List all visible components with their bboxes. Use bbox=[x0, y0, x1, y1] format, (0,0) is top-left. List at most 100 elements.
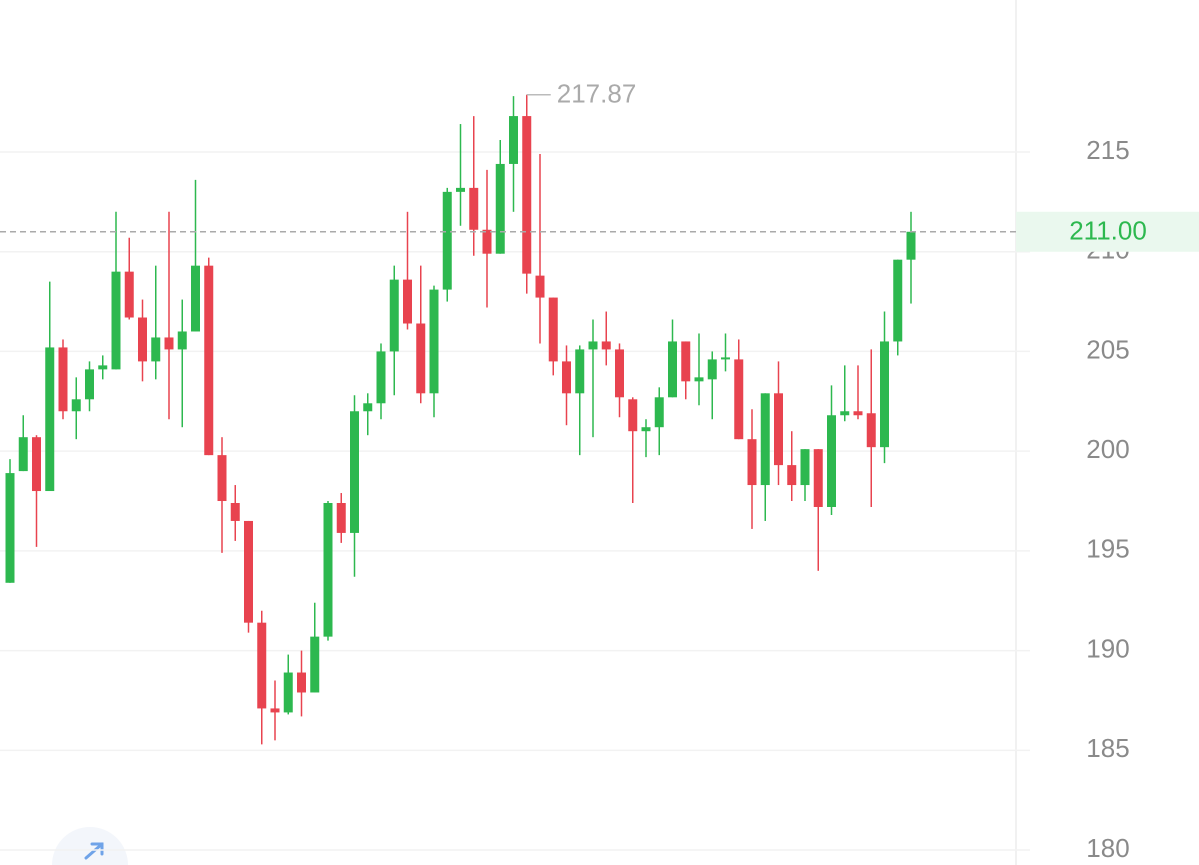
candle bbox=[71, 377, 81, 440]
candle bbox=[469, 116, 479, 256]
candle-body bbox=[681, 341, 691, 382]
candle bbox=[495, 140, 505, 254]
candle bbox=[124, 237, 134, 320]
candle bbox=[535, 153, 545, 344]
candle-body bbox=[71, 399, 81, 412]
candle-body bbox=[164, 337, 174, 350]
candle bbox=[893, 259, 903, 356]
candle bbox=[191, 179, 200, 332]
candle bbox=[601, 311, 611, 366]
candle-body bbox=[734, 359, 744, 440]
candle-body bbox=[456, 187, 465, 192]
candle bbox=[615, 343, 624, 418]
candle-body bbox=[403, 279, 412, 324]
candle-body bbox=[668, 341, 677, 398]
candle-body bbox=[32, 437, 41, 492]
candle-body bbox=[880, 341, 889, 448]
candle-body bbox=[588, 341, 598, 350]
candle-body bbox=[297, 672, 306, 693]
candle bbox=[681, 341, 691, 400]
candle bbox=[283, 654, 293, 715]
candle-body bbox=[389, 279, 399, 352]
candle bbox=[813, 449, 823, 571]
candle-body bbox=[813, 449, 823, 507]
candle bbox=[588, 319, 598, 438]
candle bbox=[734, 339, 744, 440]
candle bbox=[853, 365, 863, 420]
candle-body bbox=[336, 503, 346, 533]
max-label: 217.87 bbox=[557, 79, 637, 109]
candle-body bbox=[495, 163, 505, 254]
candle bbox=[18, 415, 28, 472]
candle-body bbox=[721, 357, 730, 360]
y-tick-label: 180 bbox=[1086, 833, 1129, 863]
candle bbox=[336, 493, 346, 543]
candle bbox=[204, 257, 214, 456]
candle bbox=[707, 351, 717, 420]
candle bbox=[774, 361, 783, 486]
candle bbox=[244, 520, 253, 633]
candle-body bbox=[323, 503, 333, 637]
candle bbox=[270, 680, 280, 741]
y-tick-label: 200 bbox=[1086, 434, 1129, 464]
candle bbox=[840, 365, 850, 422]
candle-body bbox=[827, 415, 836, 507]
candle bbox=[138, 299, 147, 382]
candle-body bbox=[641, 427, 651, 432]
candle-body bbox=[376, 351, 386, 404]
candle bbox=[456, 124, 465, 226]
candle-body bbox=[124, 271, 134, 318]
candle bbox=[350, 395, 359, 577]
candle-body bbox=[363, 403, 373, 412]
shortcut-button[interactable] bbox=[52, 827, 128, 865]
candle-body bbox=[138, 317, 147, 362]
candle bbox=[442, 187, 452, 302]
candle-body bbox=[283, 672, 293, 713]
candle bbox=[747, 409, 757, 529]
candle-body bbox=[18, 437, 28, 472]
candle-body bbox=[442, 191, 452, 290]
candle bbox=[509, 96, 518, 212]
candle bbox=[721, 333, 730, 372]
candle-body bbox=[760, 393, 770, 486]
candle-body bbox=[615, 349, 624, 398]
candle-body bbox=[85, 369, 94, 400]
candle-body bbox=[562, 361, 571, 394]
y-tick-label: 215 bbox=[1086, 135, 1129, 165]
candle-body bbox=[217, 455, 227, 502]
candle-body bbox=[628, 399, 638, 432]
candle bbox=[906, 211, 916, 304]
candle-body bbox=[482, 229, 492, 254]
candle bbox=[32, 435, 41, 547]
candle bbox=[85, 361, 94, 412]
candle-body bbox=[800, 449, 810, 486]
candle bbox=[151, 265, 161, 380]
candle bbox=[363, 393, 373, 436]
candle-body bbox=[853, 411, 863, 416]
candle-body bbox=[310, 636, 320, 693]
candle-body bbox=[416, 323, 426, 394]
candle bbox=[562, 345, 571, 426]
candle-body bbox=[58, 347, 68, 412]
candle bbox=[389, 265, 399, 396]
candle bbox=[416, 265, 426, 404]
candle bbox=[177, 299, 187, 428]
candle bbox=[403, 211, 412, 330]
candle-body bbox=[575, 349, 585, 394]
candle-body bbox=[787, 465, 797, 486]
candle-body bbox=[151, 337, 161, 362]
candle bbox=[98, 355, 108, 380]
candle-body bbox=[774, 393, 783, 466]
candle-body bbox=[906, 231, 916, 260]
candle-body bbox=[654, 397, 664, 428]
last-price-box bbox=[1016, 211, 1199, 252]
candle bbox=[694, 333, 704, 406]
candle bbox=[880, 311, 889, 464]
candle bbox=[429, 285, 439, 418]
candle bbox=[800, 449, 810, 502]
candle bbox=[641, 419, 651, 458]
candle-body bbox=[509, 116, 518, 164]
candle bbox=[628, 397, 638, 504]
